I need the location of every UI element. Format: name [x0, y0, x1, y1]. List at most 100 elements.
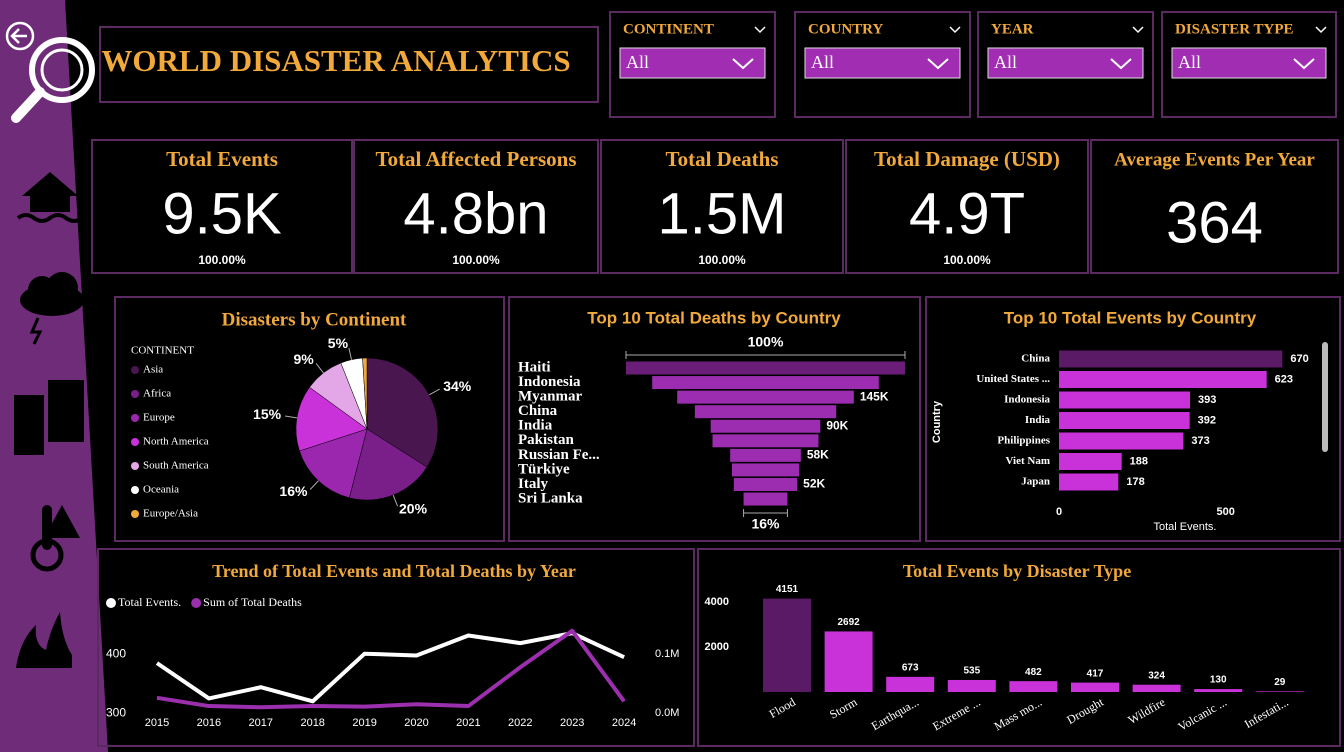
chart-title: Top 10 Total Events by Country	[1004, 308, 1257, 327]
panel	[353, 139, 599, 274]
data-label: 178	[1126, 476, 1144, 488]
bar	[1059, 350, 1283, 368]
flood-icon[interactable]	[16, 172, 84, 223]
wildfire-icon[interactable]	[16, 612, 72, 668]
panel	[1090, 139, 1339, 274]
content: CONTINENT All COUNTRY All YEAR All DISASTER TY…	[91, 11, 1341, 747]
funnel-bar	[677, 390, 854, 404]
dropdown-chevron	[732, 58, 754, 70]
category-label: Myanmar	[518, 389, 582, 405]
category-label: India	[1025, 414, 1051, 426]
bar	[1255, 691, 1304, 692]
filter-chevron	[1315, 26, 1327, 34]
x-tick-label: 2016	[197, 717, 221, 729]
data-label: 15%	[253, 406, 282, 422]
kpi-value: 4.8bn	[403, 181, 548, 246]
funnel-bar	[730, 448, 801, 462]
x-tick-label: 2018	[300, 717, 324, 729]
kpi-value: 364	[1166, 190, 1263, 255]
category-label: Türkiye	[518, 461, 570, 477]
kpi-sub: 100.00%	[698, 253, 746, 267]
category-label: Viet Nam	[1006, 455, 1051, 467]
y2-tick-label: 0.1M	[655, 648, 679, 660]
panel	[91, 139, 353, 274]
panel	[977, 11, 1154, 118]
storm-icon[interactable]	[20, 272, 84, 345]
leader-line	[284, 415, 297, 419]
legend-swatch	[131, 462, 139, 470]
y-tick-label: 4000	[705, 596, 729, 608]
pie-slice	[349, 428, 428, 501]
filter-label: YEAR	[991, 21, 1034, 37]
dropdown-value: All	[811, 52, 834, 72]
data-label: 20%	[399, 501, 428, 517]
data-label: 673	[902, 662, 919, 673]
category-label: China	[1021, 353, 1050, 365]
legend-swatch	[131, 438, 139, 446]
data-label: 324	[1148, 670, 1165, 681]
kpi-title: Total Events	[166, 147, 278, 171]
filter-dropdown[interactable]: All	[987, 47, 1144, 79]
data-label: 417	[1087, 668, 1104, 679]
x-tick-label: 2015	[145, 717, 169, 729]
legend-label: Oceania	[143, 484, 179, 496]
kpi-title: Total Affected Persons	[375, 147, 576, 171]
x-axis-title: Total Events.	[1154, 521, 1217, 533]
y-tick-label: 400	[106, 646, 126, 660]
earthquake-icon[interactable]	[14, 380, 84, 455]
chart-title: Disasters by Continent	[222, 309, 407, 330]
category-label: Philippines	[997, 435, 1050, 447]
category-label: Indonesia	[518, 374, 581, 390]
filter-dropdown[interactable]: All	[804, 47, 961, 79]
kpi-title: Total Deaths	[666, 147, 779, 171]
filter-dropdown[interactable]: All	[619, 47, 766, 79]
chart-title: Total Events by Disaster Type	[903, 561, 1131, 581]
data-label: 5%	[328, 335, 349, 351]
funnel-bracket	[743, 509, 788, 517]
legend-label: Asia	[143, 364, 163, 376]
y-axis-title: Country	[931, 400, 943, 443]
leader-line	[309, 480, 319, 490]
data-label: 623	[1275, 373, 1293, 385]
bar	[1132, 684, 1181, 692]
dropdown-value: All	[626, 52, 649, 72]
chart-title: Top 10 Total Deaths by Country	[587, 308, 841, 327]
category-label: Sri Lanka	[518, 490, 583, 506]
funnel-bar	[710, 419, 821, 433]
dropdown-box	[987, 47, 1144, 79]
bar	[1059, 371, 1267, 388]
x-tick-label: 2021	[456, 717, 480, 729]
sidebar	[0, 0, 108, 752]
panel	[845, 139, 1089, 274]
dropdown-box	[804, 47, 961, 79]
funnel-annotation: 16%	[751, 516, 780, 532]
panel	[925, 296, 1341, 542]
filter-dropdown[interactable]: All	[1171, 47, 1327, 79]
leader-line	[315, 363, 324, 374]
x-tick-label: 2017	[249, 717, 273, 729]
search-icon[interactable]	[11, 37, 95, 123]
bar	[886, 676, 935, 692]
kpi-value: 1.5M	[658, 181, 787, 246]
kpi-title: Total Damage (USD)	[874, 147, 1060, 171]
legend-label: Europe/Asia	[143, 508, 198, 520]
legend-label: North America	[143, 436, 209, 448]
funnel-bracket	[625, 351, 906, 359]
dropdown-box	[619, 47, 766, 79]
pie-slice	[295, 386, 368, 452]
category-label: China	[518, 403, 558, 419]
x-tick-label: 2020	[404, 717, 428, 729]
bar	[763, 598, 811, 692]
scrollbar[interactable]	[1322, 342, 1328, 452]
line-series	[156, 628, 626, 710]
heat-icon[interactable]	[30, 505, 80, 572]
kpi-value: 4.9T	[909, 181, 1025, 246]
x-tick-label: 500	[1216, 506, 1234, 518]
funnel-bar	[743, 492, 788, 506]
category-label: Haiti	[518, 359, 551, 375]
data-label: 535	[963, 666, 980, 677]
funnel-bar	[694, 405, 837, 419]
back-button[interactable]	[5, 21, 35, 51]
bar	[1059, 432, 1184, 450]
leader-line	[392, 494, 399, 507]
